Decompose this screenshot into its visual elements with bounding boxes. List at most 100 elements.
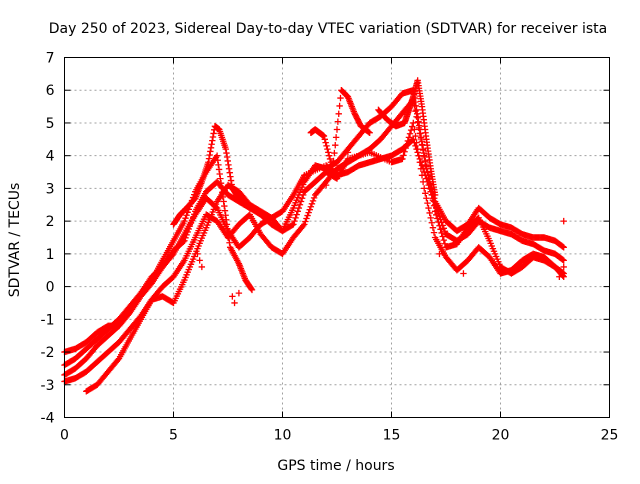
data-point-interp <box>333 126 341 133</box>
data-point-interp <box>217 179 225 187</box>
data-point-interp <box>292 214 299 222</box>
y-tick-label: -3 <box>41 378 55 394</box>
data-point-interp <box>206 151 213 159</box>
data-point-interp <box>226 169 233 176</box>
data-point-interp <box>218 184 225 191</box>
data-point-interp <box>365 128 373 136</box>
y-tick-label: 0 <box>46 280 55 296</box>
data-point-interp <box>336 102 343 110</box>
data-point <box>322 181 330 189</box>
data-point-interp <box>415 118 422 125</box>
data-point-interp <box>207 148 214 155</box>
data-point <box>560 244 567 251</box>
y-tick-label: 3 <box>46 181 55 197</box>
x-tick-label: 20 <box>492 428 510 444</box>
data-point-interp <box>418 141 426 148</box>
data-point-interp <box>439 233 446 240</box>
data-point-interp <box>217 175 224 182</box>
data-point-interp <box>429 224 437 231</box>
data-point-interp <box>332 134 340 141</box>
data-point <box>421 185 428 192</box>
data-point-interp <box>215 166 223 173</box>
data-point-interp <box>332 142 339 149</box>
data-point-interp <box>328 162 335 169</box>
data-point <box>410 119 417 127</box>
data-point-interp <box>405 134 413 141</box>
data-point-interp <box>208 141 215 148</box>
data-point-interp <box>407 126 415 134</box>
data-point <box>235 289 243 297</box>
data-point <box>344 149 352 156</box>
data-point-interp <box>207 144 215 152</box>
y-tick-label: -1 <box>41 312 55 328</box>
data-point-interp <box>416 159 424 166</box>
data-point-interp <box>429 196 437 204</box>
data-point <box>560 263 567 271</box>
data-point-interp <box>223 149 230 157</box>
data-point <box>556 273 563 280</box>
data-point-interp <box>223 153 231 161</box>
x-tick-label: 10 <box>274 428 292 444</box>
y-tick-label: 7 <box>46 51 55 67</box>
data-point-interp <box>326 155 334 163</box>
data-point-interp <box>307 203 315 210</box>
data-point-interp <box>414 119 421 126</box>
data-point-interp <box>308 200 316 207</box>
data-point-interp <box>223 216 230 224</box>
data-point-interp <box>221 202 228 210</box>
ticks-layer: 0 5 10 15 20 25 -4 -3 -2 -1 0 1 2 3 4 5 6 7 <box>41 51 619 444</box>
data-point-interp <box>182 214 189 222</box>
data-point <box>329 165 336 172</box>
data-point-interp <box>300 222 307 229</box>
data-point-interp <box>305 209 312 216</box>
data-point-interp <box>298 195 306 202</box>
data-point <box>320 132 328 140</box>
data-point-interp <box>300 191 307 199</box>
data-point <box>366 129 373 136</box>
data-point <box>229 293 236 300</box>
data-point-interp <box>412 107 419 115</box>
data-point-interp <box>248 204 255 211</box>
data-point <box>222 145 230 153</box>
series-track-d <box>83 119 567 395</box>
data-point <box>290 221 297 228</box>
x-tick-label: 25 <box>601 428 619 444</box>
plot-frame <box>64 57 610 418</box>
data-point <box>431 201 439 208</box>
data-point-interp <box>225 234 233 242</box>
data-point-interp <box>210 130 217 137</box>
data-point <box>231 299 238 307</box>
data-point-interp <box>295 204 303 212</box>
data-point-interp <box>440 225 448 232</box>
data-point-interp <box>403 141 410 148</box>
data-point <box>410 136 417 143</box>
grid-layer <box>64 57 610 418</box>
data-point-interp <box>294 208 301 215</box>
y-tick-label: -2 <box>41 345 55 361</box>
data-point <box>436 250 443 258</box>
y-axis-label: SDTVAR / TECUs <box>7 183 23 298</box>
series-isolated <box>194 149 567 307</box>
data-point-interp <box>223 221 231 228</box>
data-point-interp <box>430 229 438 236</box>
data-point-interp <box>413 139 420 146</box>
data-point-interp <box>114 356 122 364</box>
x-tick-label: 5 <box>169 428 178 444</box>
data-point-interp <box>334 118 342 125</box>
x-tick-label: 15 <box>383 428 401 444</box>
data-point-interp <box>422 158 429 165</box>
data-point-interp <box>323 142 330 150</box>
series-track-g <box>307 87 373 172</box>
data-point-interp <box>417 135 425 143</box>
data-point-interp <box>416 130 424 137</box>
data-point <box>560 257 567 264</box>
data-point <box>399 155 406 163</box>
data-point-interp <box>296 201 304 208</box>
data-point-interp <box>424 169 431 176</box>
y-tick-label: 6 <box>46 83 55 99</box>
data-point-interp <box>219 193 227 201</box>
data-point-interp <box>559 272 567 279</box>
data-point-interp <box>437 226 444 233</box>
data-point-interp <box>222 212 229 219</box>
y-tick-label: 2 <box>46 214 55 230</box>
